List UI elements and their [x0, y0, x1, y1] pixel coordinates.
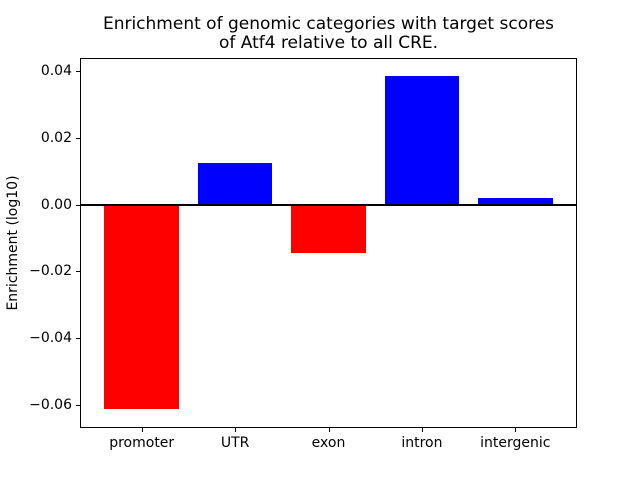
- bar-intergenic: [477, 197, 553, 205]
- x-tick-mark: [235, 428, 237, 432]
- plot-area: [80, 58, 577, 428]
- x-tick-mark: [515, 428, 517, 432]
- y-tick-mark: [76, 204, 80, 206]
- y-axis-label: Enrichment (log10): [5, 175, 21, 311]
- y-tick-label: −0.02: [29, 263, 72, 280]
- x-tick-mark: [421, 428, 423, 432]
- bar-UTR: [197, 162, 273, 205]
- y-tick-label: −0.06: [29, 397, 72, 414]
- y-tick-mark: [76, 271, 80, 273]
- y-tick-label: 0.04: [40, 62, 72, 79]
- y-tick-mark: [76, 137, 80, 139]
- chart-title: Enrichment of genomic categories with ta…: [102, 14, 555, 53]
- x-tick-label: UTR: [220, 435, 250, 451]
- x-tick-label: exon: [311, 435, 346, 451]
- y-tick-label: 0.02: [40, 129, 72, 146]
- bar-promoter: [104, 204, 180, 409]
- y-tick-mark: [76, 405, 80, 407]
- bar-intron: [384, 75, 460, 205]
- zero-line: [81, 203, 576, 206]
- y-tick-label: 0.00: [40, 196, 72, 213]
- x-tick-label: promoter: [109, 435, 175, 451]
- x-tick-mark: [141, 428, 143, 432]
- y-tick-mark: [76, 338, 80, 340]
- bar-exon: [291, 204, 366, 254]
- y-tick-label: −0.04: [29, 330, 72, 347]
- x-tick-label: intron: [401, 435, 443, 451]
- y-tick-mark: [76, 70, 80, 72]
- x-tick-mark: [328, 428, 330, 432]
- x-tick-label: intergenic: [480, 435, 551, 451]
